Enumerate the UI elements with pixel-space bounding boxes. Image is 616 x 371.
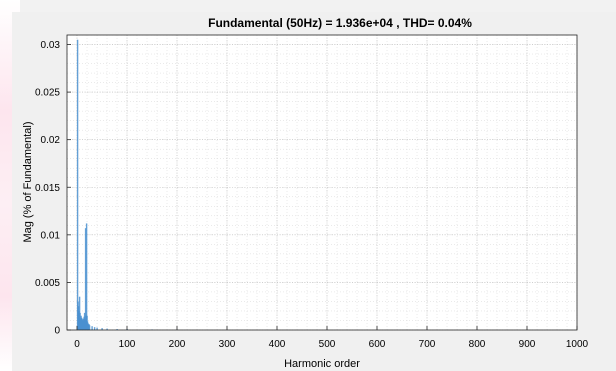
x-tick-label: 400	[269, 339, 286, 350]
x-tick-label: 100	[119, 339, 136, 350]
plot-area	[67, 35, 577, 330]
x-axis-label: Harmonic order	[284, 358, 360, 370]
x-tick-label: 700	[419, 339, 436, 350]
x-axis-ticks: 0 100 200 300 400 500 600 700 800 900 1000	[74, 326, 589, 350]
harmonic-bar	[91, 326, 93, 330]
y-tick-label: 0.01	[41, 230, 61, 241]
x-tick-label: 1000	[566, 339, 589, 350]
x-tick-label: 900	[519, 339, 536, 350]
x-tick-label: 800	[469, 339, 486, 350]
chart-title: Fundamental (50Hz) = 1.936e+04 , THD= 0.…	[208, 16, 472, 30]
y-tick-label: 0.02	[41, 135, 61, 146]
harmonic-bar	[101, 328, 103, 330]
x-tick-label: 500	[319, 339, 336, 350]
harmonic-bar	[85, 223, 88, 330]
x-tick-label: 200	[169, 339, 186, 350]
y-axis-ticks: 0 0.005 0.01 0.015 0.02 0.025 0.03	[35, 40, 71, 337]
y-tick-label: 0	[54, 326, 60, 337]
harmonic-bar	[76, 39, 79, 331]
y-axis-label: Mag (% of Fundamental)	[22, 121, 34, 242]
y-tick-label: 0.025	[35, 88, 60, 99]
x-tick-label: 600	[369, 339, 386, 350]
y-tick-label: 0.03	[41, 40, 61, 51]
harmonic-bar	[96, 327, 98, 330]
harmonic-bar	[84, 228, 87, 330]
plot-border	[66, 34, 578, 331]
harmonic-bar	[88, 325, 91, 330]
harmonic-bar	[106, 328, 108, 330]
x-tick-label: 0	[74, 339, 80, 350]
y-tick-label: 0.015	[35, 183, 60, 194]
x-tick-label: 300	[219, 339, 236, 350]
y-tick-label: 0.005	[35, 278, 60, 289]
harmonic-bar	[116, 329, 118, 330]
harmonic-bars	[76, 39, 178, 331]
harmonic-bar	[93, 327, 96, 330]
